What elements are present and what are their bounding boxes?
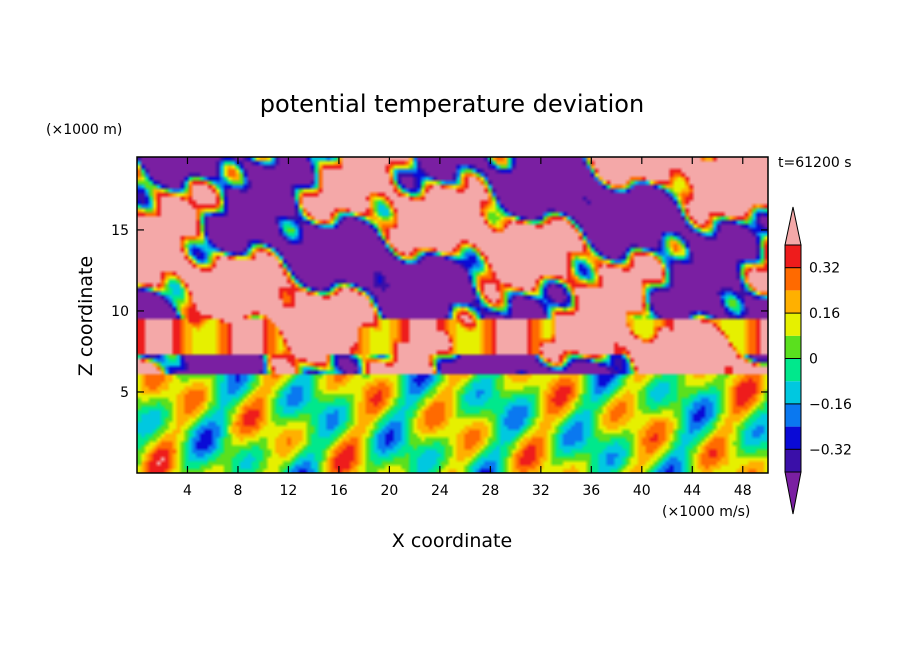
contour-raster — [137, 157, 768, 473]
colorbar: 0.32 0.16 0 −0.16 −0.32 — [784, 206, 852, 515]
colorbar-swatch — [785, 245, 801, 268]
x-tick-label: 20 — [380, 483, 398, 499]
colorbar-extend-max — [784, 206, 802, 246]
y-tick-label: 15 — [111, 223, 129, 239]
y-tick-label: 10 — [111, 304, 129, 320]
x-axis-label: X coordinate — [392, 530, 512, 552]
colorbar-tick-label: −0.32 — [809, 442, 852, 458]
colorbar-swatch — [785, 358, 801, 382]
y-axis: 5 10 15 — [111, 223, 768, 401]
x-tick-label: 32 — [532, 483, 550, 499]
y-unit-label: (×1000 m) — [46, 122, 122, 138]
colorbar-tick-label: 0 — [809, 352, 818, 368]
colorbar-swatch — [785, 449, 801, 472]
colorbar-tick-label: 0.16 — [809, 306, 840, 322]
colorbar-tick-label: −0.16 — [809, 397, 852, 413]
time-label: t=61200 s — [778, 155, 852, 171]
colorbar-swatch — [785, 290, 801, 314]
colorbar-swatch — [785, 381, 801, 404]
x-tick-label: 4 — [183, 483, 192, 499]
y-axis-label: Z coordinate — [75, 256, 97, 376]
chart-title: potential temperature deviation — [260, 90, 644, 118]
x-tick-label: 48 — [734, 483, 752, 499]
colorbar-extend-min — [784, 471, 802, 515]
x-tick-label: 8 — [233, 483, 242, 499]
x-unit-label: (×1000 m/s) — [662, 504, 750, 520]
plot-frame — [136, 156, 769, 474]
x-axis: 4 8 12 16 20 24 28 32 36 40 44 48 — [183, 157, 752, 499]
x-tick-label: 28 — [481, 483, 499, 499]
x-tick-label: 44 — [683, 483, 701, 499]
x-tick-label: 36 — [582, 483, 600, 499]
colorbar-swatch — [785, 426, 801, 450]
colorbar-swatch — [785, 313, 801, 336]
colorbar-swatch — [785, 335, 801, 359]
colorbar-tick-label: 0.32 — [809, 261, 840, 277]
x-tick-label: 40 — [633, 483, 651, 499]
colorbar-swatch — [785, 267, 801, 291]
x-tick-label: 12 — [280, 483, 298, 499]
colorbar-swatch — [785, 403, 801, 427]
x-tick-label: 16 — [330, 483, 348, 499]
x-tick-label: 24 — [431, 483, 449, 499]
contour-field — [137, 157, 768, 473]
y-tick-label: 5 — [120, 385, 129, 401]
